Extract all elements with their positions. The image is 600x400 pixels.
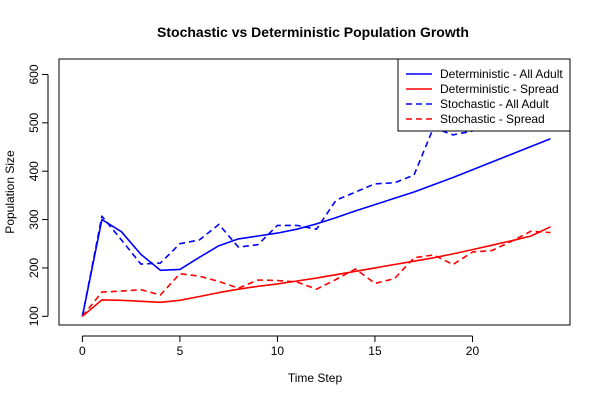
- legend-label-2: Deterministic - Spread: [440, 82, 559, 96]
- chart-title: Stochastic vs Deterministic Population G…: [157, 24, 469, 40]
- legend-label-4: Stochastic - Spread: [440, 112, 545, 126]
- y-tick-label: 500: [27, 113, 41, 133]
- x-tick-label: 10: [271, 344, 285, 358]
- x-axis-label: Time Step: [288, 371, 343, 385]
- y-axis-label: Population Size: [3, 150, 17, 234]
- series-line-3: [81, 126, 473, 317]
- y-tick-label: 600: [27, 64, 41, 84]
- plot-frame: [58, 58, 571, 326]
- legend-label-3: Stochastic - All Adult: [440, 97, 549, 111]
- y-tick-label: 400: [27, 161, 41, 181]
- series-line-2: [81, 226, 551, 317]
- series-line-4: [81, 230, 551, 317]
- x-tick-label: 15: [368, 344, 382, 358]
- y-axis: 100 200 300 400 500 600: [27, 64, 49, 326]
- series-layer: [81, 126, 551, 317]
- x-axis: 0 5 10 15 20: [79, 335, 480, 358]
- x-tick-label: 20: [466, 344, 480, 358]
- y-tick-label: 200: [27, 258, 41, 278]
- x-tick-label: 5: [177, 344, 184, 358]
- y-tick-label: 100: [27, 306, 41, 326]
- y-tick-label: 300: [27, 209, 41, 229]
- series-line-1: [81, 138, 551, 317]
- x-tick-label: 0: [79, 344, 86, 358]
- legend-label-1: Deterministic - All Adult: [440, 67, 563, 81]
